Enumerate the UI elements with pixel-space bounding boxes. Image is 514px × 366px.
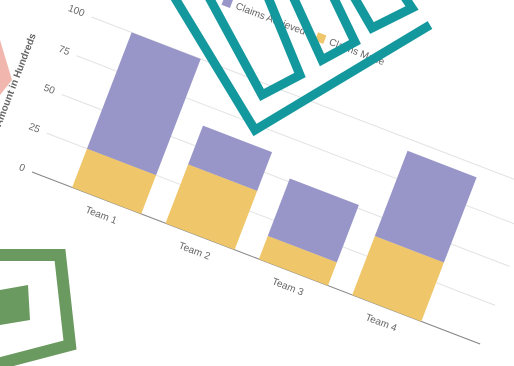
legend-swatch [221, 0, 234, 9]
x-tick-label: Team 4 [364, 312, 399, 334]
bar-segment [267, 178, 359, 263]
bar-segment [258, 235, 337, 286]
decor-green [0, 249, 77, 366]
decor-slice [0, 40, 12, 95]
x-tick-label: Team 3 [270, 276, 305, 298]
y-tick-label: 100 [66, 3, 86, 19]
bar-segment [72, 148, 157, 214]
bar-segment [87, 32, 201, 176]
x-axis [31, 171, 481, 345]
y-tick-label: 75 [57, 44, 72, 58]
decor-green-fill [0, 285, 30, 325]
bar-segment [165, 164, 258, 250]
y-tick-label: 25 [27, 121, 42, 135]
x-tick-label: Team 2 [177, 241, 212, 263]
y-tick-label: 0 [17, 162, 27, 174]
y-tick-label: 50 [42, 83, 57, 97]
bar-segment [352, 236, 444, 322]
bar-segment [374, 150, 477, 263]
decor-chevrons [170, 0, 433, 137]
bar-segment [188, 125, 273, 191]
x-tick-label: Team 1 [84, 205, 119, 227]
